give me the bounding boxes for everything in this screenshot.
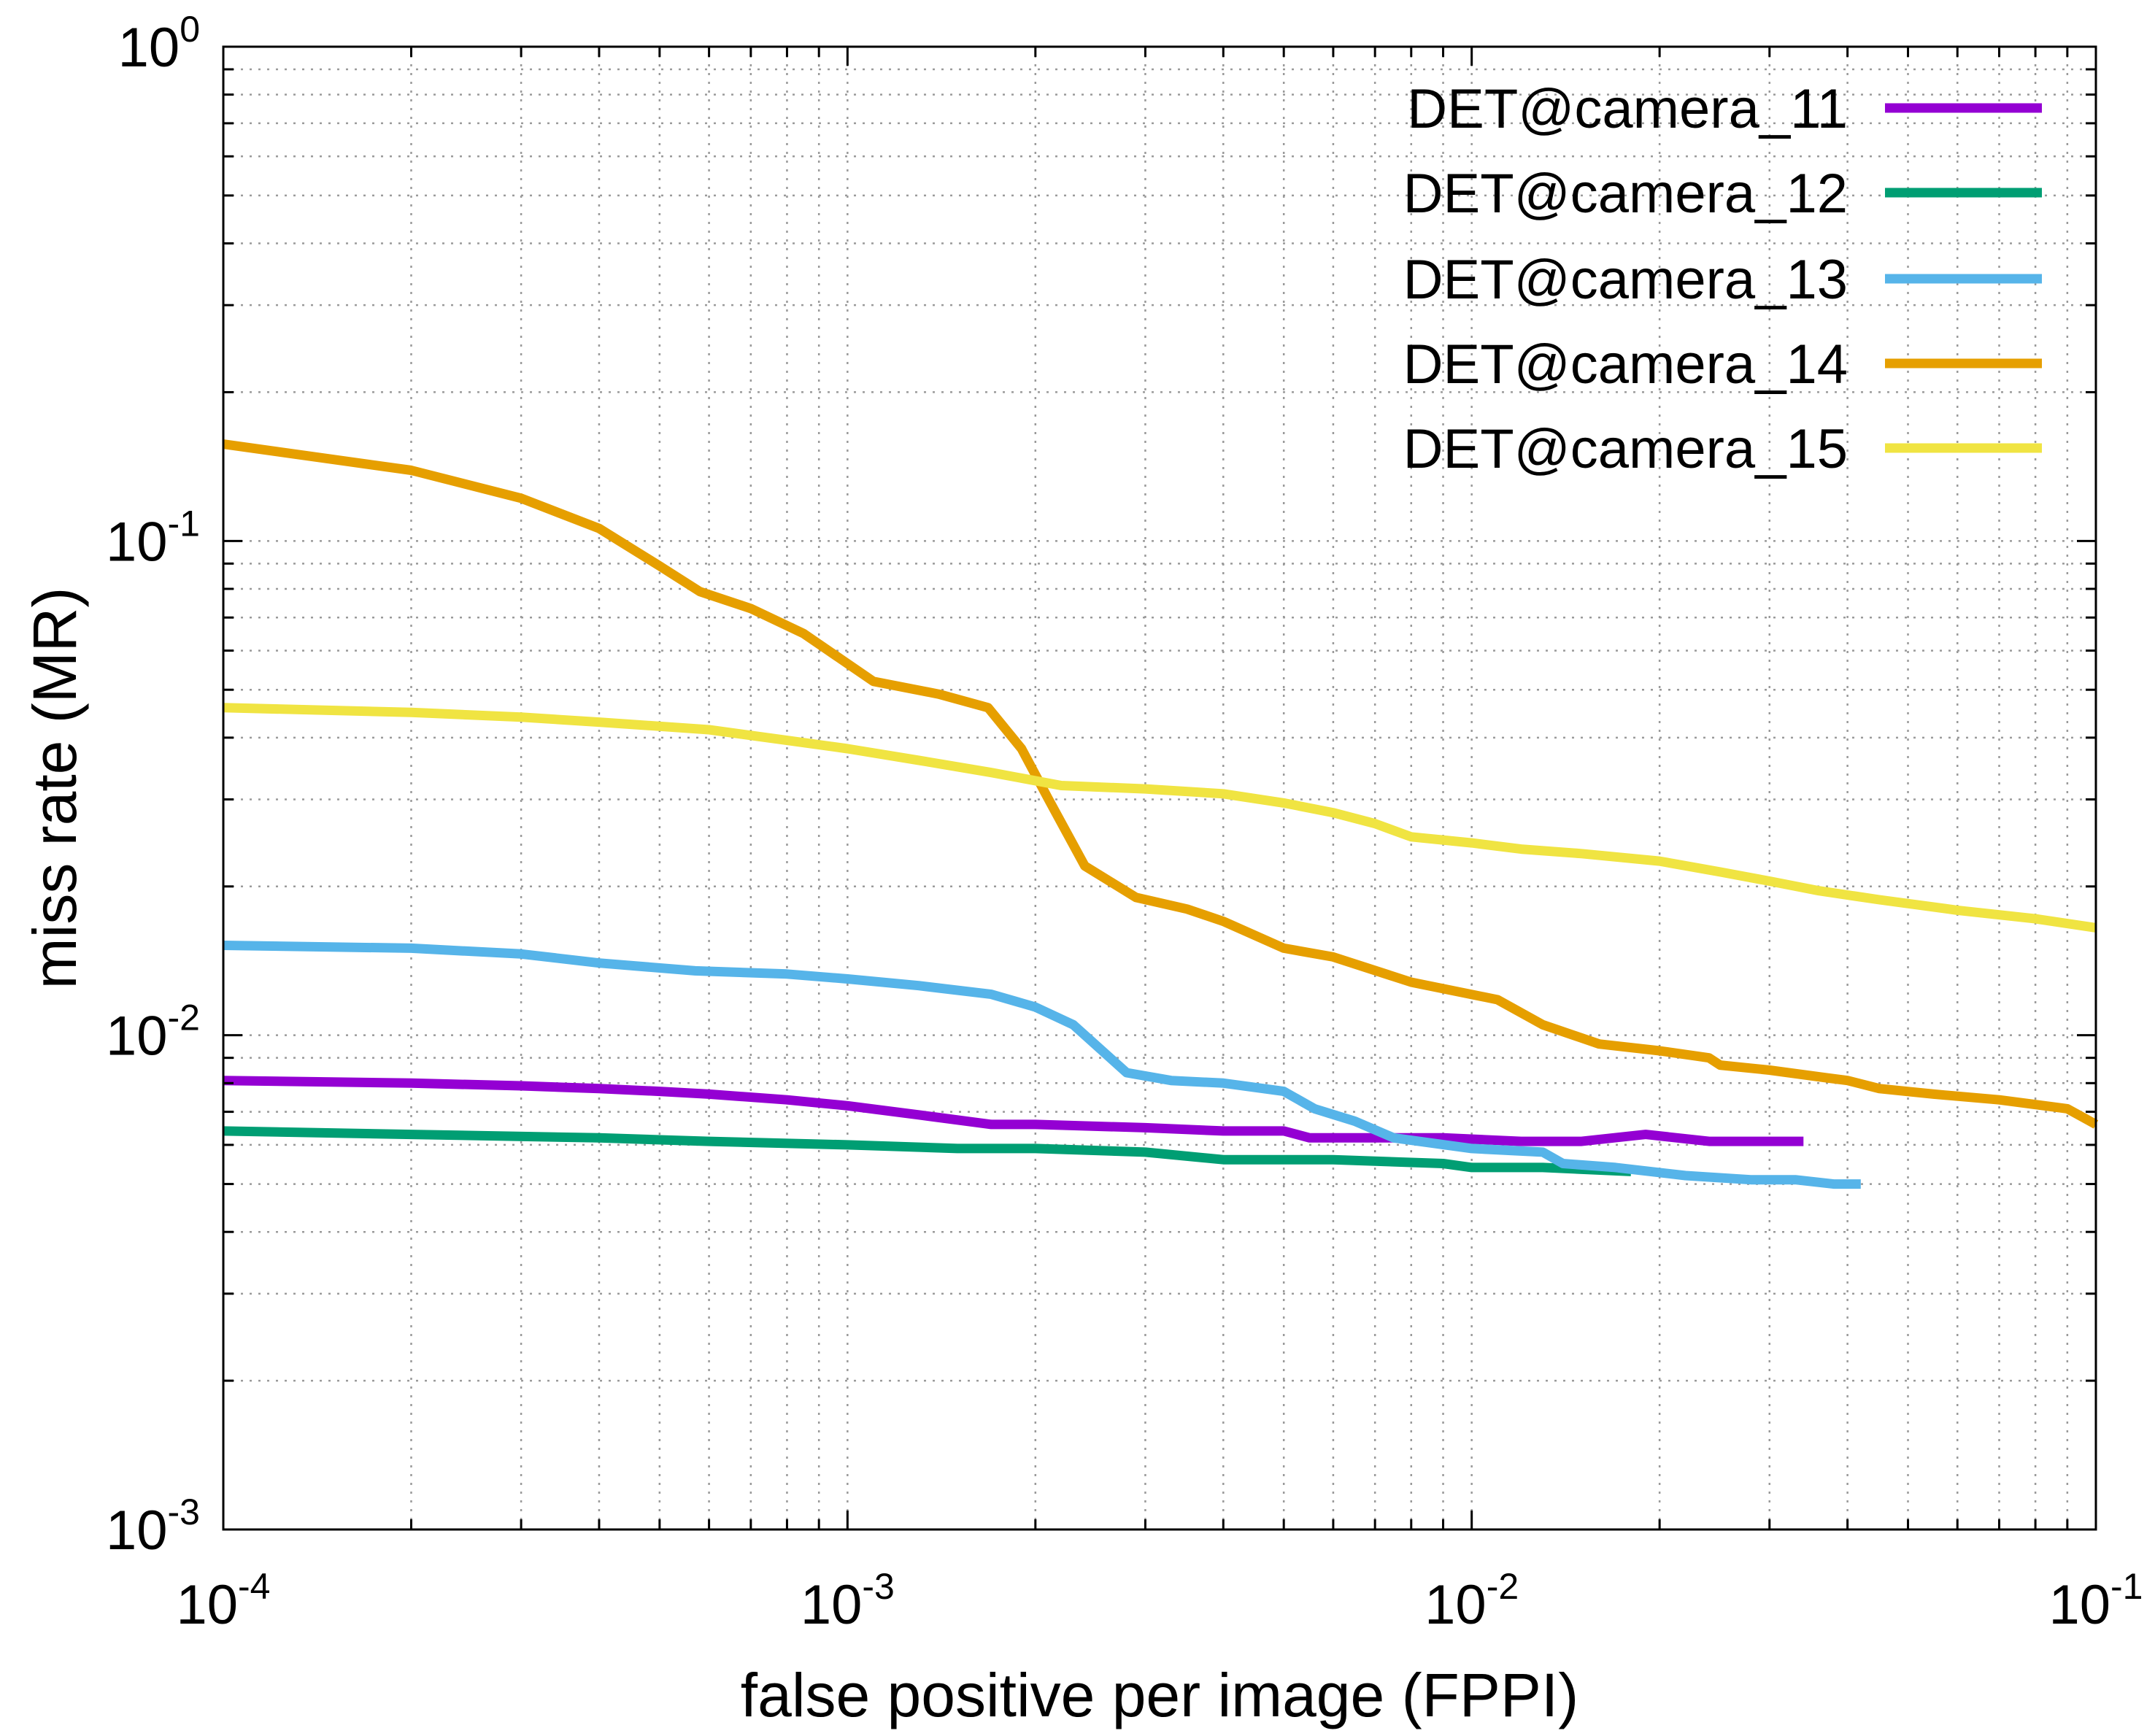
legend-label: DET@camera_11 bbox=[1407, 78, 1848, 140]
series-line-det-camera-13 bbox=[223, 941, 1861, 1189]
legend-label: DET@camera_13 bbox=[1403, 249, 1848, 311]
x-tick-labels: 10-4 10-3 10-2 10-1 bbox=[176, 1566, 2143, 1636]
tick-label-base: 10 bbox=[118, 17, 180, 79]
y-axis-label: miss rate (MR) bbox=[20, 587, 89, 989]
x-tick-label: 10-2 bbox=[1425, 1566, 1519, 1636]
tick-label-exponent: 0 bbox=[180, 9, 200, 50]
grid bbox=[223, 47, 2096, 1529]
tick-label-exponent: -2 bbox=[168, 998, 200, 1038]
legend-label: DET@camera_14 bbox=[1403, 333, 1848, 396]
y-tick-label: 100 bbox=[118, 9, 200, 79]
axis-ticks bbox=[222, 47, 2096, 1531]
tick-label-base: 10 bbox=[801, 1574, 863, 1636]
tick-label-exponent: -3 bbox=[168, 1492, 200, 1532]
tick-label-exponent: -1 bbox=[2110, 1566, 2143, 1607]
x-tick-label: 10-1 bbox=[2048, 1566, 2143, 1636]
tick-label-base: 10 bbox=[2048, 1574, 2110, 1636]
tick-label-exponent: -1 bbox=[168, 503, 200, 544]
y-tick-label: 10-2 bbox=[106, 998, 200, 1068]
tick-label-base: 10 bbox=[176, 1574, 238, 1636]
legend-label: DET@camera_12 bbox=[1403, 163, 1848, 225]
x-tick-label: 10-4 bbox=[176, 1566, 270, 1636]
plot-frame bbox=[222, 45, 2097, 1531]
x-axis-label: false positive per image (FPPI) bbox=[741, 1661, 1578, 1729]
tick-label-base: 10 bbox=[106, 1006, 168, 1068]
legend-label: DET@camera_15 bbox=[1403, 418, 1848, 480]
tick-label-base: 10 bbox=[1425, 1574, 1487, 1636]
series-line-det-camera-11 bbox=[223, 1076, 1804, 1146]
series-line-det-camera-14 bbox=[223, 439, 2099, 1129]
series-line-det-camera-15 bbox=[223, 703, 2097, 933]
legend: DET@camera_11 DET@camera_12 DET@camera_13 D… bbox=[1403, 78, 2042, 480]
tick-label-base: 10 bbox=[106, 511, 168, 573]
y-tick-label: 10-1 bbox=[106, 503, 200, 573]
y-tick-label: 10-3 bbox=[106, 1492, 200, 1562]
tick-label-base: 10 bbox=[106, 1500, 168, 1562]
x-tick-label: 10-3 bbox=[801, 1566, 895, 1636]
tick-label-exponent: -2 bbox=[1487, 1566, 1519, 1607]
tick-label-exponent: -4 bbox=[238, 1566, 270, 1607]
series-layer bbox=[223, 439, 2099, 1189]
series-line-det-camera-12 bbox=[223, 1126, 1632, 1176]
tick-label-exponent: -3 bbox=[862, 1566, 894, 1607]
